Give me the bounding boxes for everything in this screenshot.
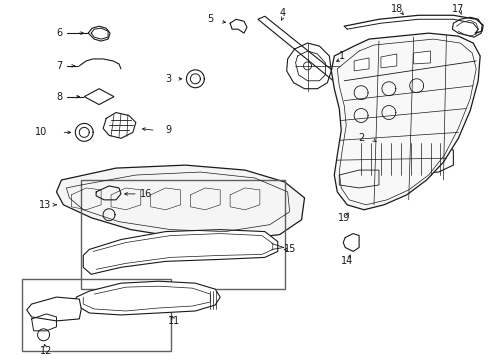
Text: 2: 2 — [357, 133, 364, 143]
Text: 8: 8 — [56, 92, 62, 102]
Text: 5: 5 — [207, 14, 213, 24]
Text: 15: 15 — [283, 244, 295, 255]
Polygon shape — [56, 165, 304, 239]
Text: 17: 17 — [451, 4, 464, 14]
Text: 14: 14 — [340, 256, 353, 266]
Polygon shape — [380, 54, 396, 68]
Polygon shape — [84, 89, 114, 105]
Bar — [81, 180, 284, 289]
Text: 7: 7 — [56, 61, 62, 71]
Text: 3: 3 — [165, 74, 171, 84]
Text: 6: 6 — [56, 28, 62, 38]
Text: 10: 10 — [36, 127, 48, 138]
Text: 11: 11 — [168, 316, 180, 326]
Text: 9: 9 — [165, 125, 171, 135]
Polygon shape — [76, 281, 220, 315]
Polygon shape — [353, 58, 368, 71]
Polygon shape — [27, 297, 81, 321]
Text: 18: 18 — [390, 4, 402, 14]
Text: 12: 12 — [41, 346, 53, 356]
Polygon shape — [451, 17, 481, 37]
Bar — [21, 279, 170, 351]
Polygon shape — [257, 16, 339, 81]
Polygon shape — [413, 51, 429, 64]
Text: 19: 19 — [337, 213, 349, 223]
Text: 4: 4 — [279, 8, 285, 18]
Polygon shape — [83, 230, 277, 274]
Text: 1: 1 — [339, 51, 345, 61]
Text: 16: 16 — [140, 189, 152, 199]
Polygon shape — [341, 142, 452, 176]
Text: 13: 13 — [40, 200, 52, 210]
Polygon shape — [331, 33, 479, 210]
